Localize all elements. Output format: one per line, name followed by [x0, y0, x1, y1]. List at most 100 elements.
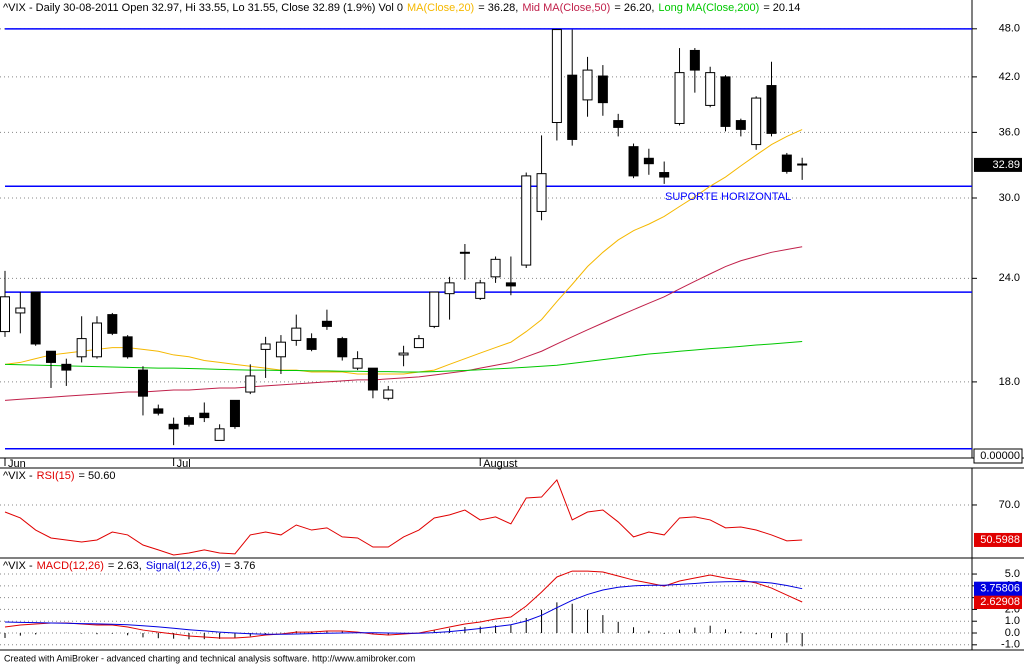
candle-body: [137, 369, 148, 397]
candle-body: [199, 412, 210, 419]
candle-body: [76, 338, 87, 358]
histogram-bar: [556, 602, 558, 634]
histogram-bar: [433, 630, 435, 634]
header-title: ^VIX -: [3, 560, 33, 572]
histogram-bar: [265, 633, 267, 634]
candle-body: [643, 157, 654, 165]
candle-body: [321, 320, 332, 327]
candle-body: [214, 428, 225, 441]
histogram-bar: [495, 625, 497, 634]
candle-body: [260, 343, 271, 350]
last-value-label: 32.89: [992, 159, 1020, 171]
candle-body: [30, 291, 41, 345]
candle-body: [459, 251, 470, 254]
last-value-box: [974, 532, 1022, 547]
candle-body: [613, 120, 624, 128]
legend-name: MA(Close,20): [407, 2, 474, 14]
candle-body: [781, 154, 792, 172]
candle-body: [536, 173, 547, 212]
histogram-bar: [4, 633, 6, 638]
bottom-box: [973, 448, 1023, 464]
pane-header: ^VIX - MACD(12,26) = 2.63, Signal(12,26,9) =…: [3, 560, 255, 572]
histogram-bar: [587, 609, 589, 634]
pane-header: ^VIX - Daily 30-08-2011 Open 32.97, Hi 3…: [3, 2, 800, 14]
candle-body: [367, 367, 378, 391]
histogram-bar: [786, 633, 788, 643]
legend-name: Long MA(Close,200): [658, 2, 759, 14]
histogram-bar: [679, 629, 681, 634]
legend-value: = 36.28,: [478, 2, 518, 14]
candle-body: [398, 352, 409, 356]
histogram-bar: [525, 618, 527, 634]
histogram-bar: [663, 633, 665, 634]
candle-body: [475, 282, 486, 299]
histogram-bar: [771, 633, 772, 639]
series-line: [4, 129, 803, 375]
last-value-box: [974, 595, 1022, 610]
histogram-bar: [387, 633, 389, 636]
y-tick-label: 1.0: [1005, 615, 1020, 627]
footer: Created with AmiBroker - advanced charti…: [4, 653, 415, 663]
series-line: [4, 570, 803, 639]
histogram-bar: [203, 633, 205, 640]
candle-body: [751, 97, 762, 146]
candle-body: [490, 258, 501, 278]
histogram-bar: [326, 630, 328, 634]
candle-body: [705, 72, 716, 106]
y-tick-label: 42.0: [999, 71, 1020, 83]
histogram-bar: [709, 625, 711, 634]
last-value-label: 3.75806: [980, 583, 1020, 595]
candle-body: [291, 327, 302, 341]
candle-body: [720, 76, 731, 127]
histogram-bar: [571, 603, 573, 634]
annotation: SUPORTE HORIZONTAL: [665, 191, 791, 203]
histogram-bar: [111, 633, 113, 634]
candle-body: [429, 291, 440, 327]
last-value-label: 50.5988: [980, 534, 1020, 546]
legend-name: Signal(12,26,9): [146, 560, 221, 572]
candle-body: [0, 296, 10, 333]
candle-body: [45, 350, 56, 363]
y-tick-label: 30.0: [999, 192, 1020, 204]
legend-name: RSI(15): [37, 470, 75, 482]
histogram-bar: [449, 628, 451, 634]
series-line: [4, 478, 803, 556]
candle-body: [15, 307, 26, 314]
candle-body: [352, 358, 363, 369]
last-value-box: [974, 581, 1022, 596]
series-line: [4, 340, 803, 373]
x-tick-label: August: [483, 458, 517, 470]
x-tick-label: Jun: [8, 458, 26, 470]
legend-value: = 50.60: [79, 470, 116, 482]
pane-header: ^VIX - RSI(15) = 50.60: [3, 470, 116, 482]
histogram-bar: [648, 630, 650, 634]
candle-body: [582, 69, 593, 101]
histogram-bar: [341, 631, 343, 634]
y-tick-label: 24.0: [999, 272, 1020, 284]
header-title: ^VIX -: [3, 470, 33, 482]
candle-body: [91, 322, 102, 358]
legend-value: = 2.63,: [108, 560, 142, 572]
last-value-label: 2.62908: [980, 596, 1020, 608]
y-tick-label: 0.0: [1005, 627, 1020, 639]
histogram-bar: [249, 633, 251, 637]
candle-body: [413, 338, 424, 349]
candle-body: [229, 399, 240, 428]
candle-body: [628, 146, 639, 177]
y-tick-label: 70.0: [999, 499, 1020, 511]
legend-name: Mid MA(Close,50): [522, 2, 610, 14]
histogram-bar: [173, 633, 175, 639]
histogram-bar: [479, 626, 481, 634]
candle-body: [659, 172, 670, 178]
histogram-bar: [801, 633, 803, 647]
series-line: [4, 246, 803, 401]
bottom-label: 0.00000: [980, 450, 1020, 462]
histogram-bar: [234, 633, 236, 638]
candle-body: [107, 314, 118, 334]
histogram-bar: [633, 627, 635, 634]
histogram-bar: [541, 609, 543, 634]
histogram-bar: [740, 631, 742, 634]
histogram-bar: [510, 625, 512, 634]
candle-body: [122, 336, 133, 358]
